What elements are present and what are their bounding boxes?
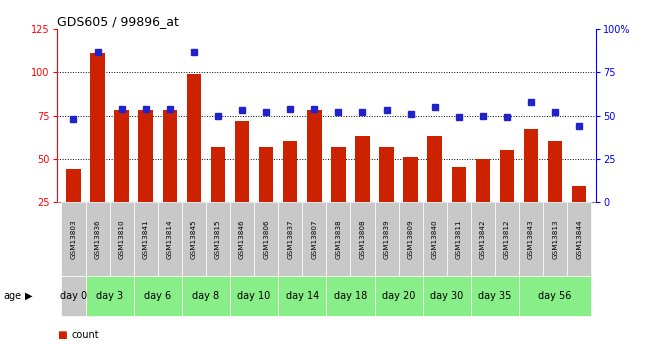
Bar <box>428 136 442 202</box>
Text: GSM13814: GSM13814 <box>166 219 172 259</box>
Text: day 6: day 6 <box>145 291 171 301</box>
Text: count: count <box>71 330 99 339</box>
Bar <box>495 202 519 276</box>
Bar <box>548 141 562 202</box>
Bar <box>115 110 129 202</box>
Text: GSM13839: GSM13839 <box>384 219 390 259</box>
Bar <box>186 74 201 202</box>
Bar <box>471 202 495 276</box>
Bar <box>326 202 350 276</box>
Text: GSM13807: GSM13807 <box>311 219 317 259</box>
Bar <box>567 202 591 276</box>
Bar <box>519 202 543 276</box>
Bar <box>476 159 490 202</box>
Text: GSM13812: GSM13812 <box>504 219 510 259</box>
Bar <box>91 53 105 202</box>
Bar <box>423 202 447 276</box>
Bar <box>350 202 374 276</box>
Bar <box>519 276 591 316</box>
Text: GSM13842: GSM13842 <box>480 219 486 259</box>
Text: day 35: day 35 <box>478 291 511 301</box>
Text: GSM13815: GSM13815 <box>215 219 221 259</box>
Bar <box>230 276 278 316</box>
Bar <box>110 202 134 276</box>
Text: GSM13808: GSM13808 <box>360 219 366 259</box>
Bar <box>163 110 177 202</box>
Bar <box>139 110 153 202</box>
Bar <box>283 141 298 202</box>
Bar <box>331 147 346 202</box>
Bar <box>452 167 466 202</box>
Bar <box>447 202 471 276</box>
Text: GSM13806: GSM13806 <box>263 219 269 259</box>
Text: day 3: day 3 <box>96 291 123 301</box>
Text: GSM13838: GSM13838 <box>336 219 342 259</box>
Text: day 14: day 14 <box>286 291 319 301</box>
Bar <box>398 202 423 276</box>
Text: day 30: day 30 <box>430 291 464 301</box>
Text: GSM13803: GSM13803 <box>71 219 77 259</box>
Bar <box>302 202 326 276</box>
Bar <box>85 276 134 316</box>
Text: GSM13813: GSM13813 <box>552 219 558 259</box>
Bar <box>66 169 81 202</box>
Bar <box>500 150 514 202</box>
Bar <box>543 202 567 276</box>
Text: GSM13809: GSM13809 <box>408 219 414 259</box>
Text: age: age <box>3 291 21 301</box>
Text: ▶: ▶ <box>25 291 32 301</box>
Text: GSM13846: GSM13846 <box>239 219 245 259</box>
Text: GDS605 / 99896_at: GDS605 / 99896_at <box>57 15 178 28</box>
Bar <box>380 147 394 202</box>
Text: day 10: day 10 <box>238 291 270 301</box>
Bar <box>374 202 398 276</box>
Bar <box>61 202 85 276</box>
Bar <box>307 110 322 202</box>
Text: GSM13836: GSM13836 <box>95 219 101 259</box>
Bar <box>61 276 85 316</box>
Bar <box>182 202 206 276</box>
Text: GSM13844: GSM13844 <box>576 219 582 259</box>
Text: ■: ■ <box>57 330 67 339</box>
Bar <box>326 276 374 316</box>
Bar <box>210 147 225 202</box>
Bar <box>404 157 418 202</box>
Bar <box>254 202 278 276</box>
Text: GSM13845: GSM13845 <box>191 219 197 259</box>
Bar <box>524 129 538 202</box>
Bar <box>134 202 158 276</box>
Text: GSM13811: GSM13811 <box>456 219 462 259</box>
Bar <box>278 202 302 276</box>
Text: day 8: day 8 <box>192 291 220 301</box>
Text: GSM13810: GSM13810 <box>119 219 125 259</box>
Bar <box>471 276 519 316</box>
Bar <box>85 202 110 276</box>
Bar <box>182 276 230 316</box>
Text: GSM13837: GSM13837 <box>287 219 293 259</box>
Bar <box>259 147 273 202</box>
Bar <box>374 276 423 316</box>
Text: day 18: day 18 <box>334 291 367 301</box>
Text: day 0: day 0 <box>60 291 87 301</box>
Bar <box>572 186 587 202</box>
Text: day 56: day 56 <box>538 291 572 301</box>
Bar <box>158 202 182 276</box>
Text: GSM13840: GSM13840 <box>432 219 438 259</box>
Bar <box>134 276 182 316</box>
Bar <box>235 121 249 202</box>
Bar <box>355 136 370 202</box>
Text: GSM13843: GSM13843 <box>528 219 534 259</box>
Bar <box>206 202 230 276</box>
Bar <box>278 276 326 316</box>
Text: day 20: day 20 <box>382 291 416 301</box>
Text: GSM13841: GSM13841 <box>143 219 149 259</box>
Bar <box>230 202 254 276</box>
Bar <box>423 276 471 316</box>
